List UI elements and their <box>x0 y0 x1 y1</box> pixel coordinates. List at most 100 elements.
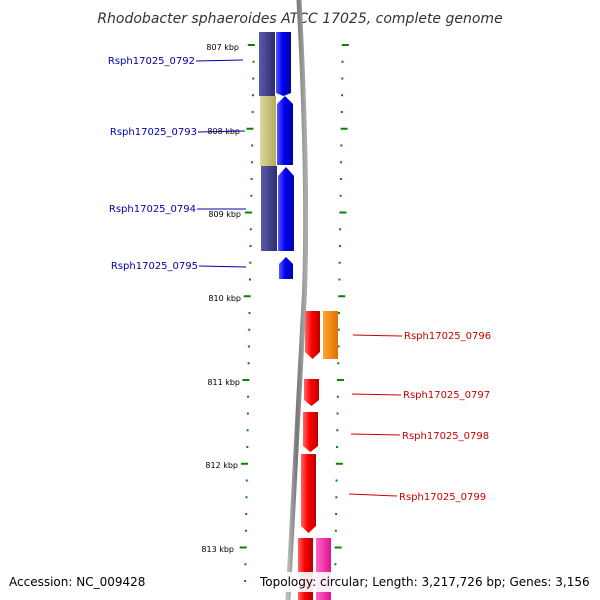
gene-label-0798[interactable]: Rsph17025_0798 <box>350 431 489 442</box>
svg-text:Rsph17025_0797: Rsph17025_0797 <box>403 390 490 401</box>
scale-tick-major <box>338 295 346 298</box>
cog-bar-khaki <box>260 96 276 166</box>
scale-tick-minor <box>251 144 254 147</box>
gene-label-0799[interactable]: Rsph17025_0799 <box>348 492 486 503</box>
scale-tick-minor <box>245 479 248 482</box>
scale-tick-minor <box>338 261 341 264</box>
scale-tick-major <box>247 44 255 46</box>
scale-tick-minor <box>244 529 247 532</box>
scale-tick-minor <box>336 446 339 448</box>
scale-tick-major <box>242 379 250 381</box>
scale-tick-minor <box>340 144 343 147</box>
scale-tick-minor <box>336 429 339 432</box>
scale-tick-minor <box>338 278 341 281</box>
scale-tick-minor <box>249 261 252 264</box>
scale-tick-major <box>337 379 345 381</box>
svg-text:Rsph17025_0793: Rsph17025_0793 <box>110 127 197 138</box>
kbp-label-809: 809 kbp <box>208 210 241 219</box>
svg-text:Rsph17025_0792: Rsph17025_0792 <box>108 56 195 67</box>
scale-tick-minor <box>337 328 340 331</box>
scale-tick-minor <box>252 60 255 63</box>
scale-tick-minor <box>341 77 344 80</box>
scale-tick-minor <box>247 362 250 365</box>
gene-label-0792[interactable]: Rsph17025_0792 <box>108 56 244 67</box>
scale-tick-minor <box>341 60 344 63</box>
scale-tick-major <box>245 211 253 214</box>
scale-tick-minor <box>244 580 247 582</box>
gene-label-0796[interactable]: Rsph17025_0796 <box>352 331 491 342</box>
scale-tick-minor <box>248 328 251 331</box>
gene-label-0797[interactable]: Rsph17025_0797 <box>351 390 490 401</box>
scale-tick-minor <box>336 395 339 398</box>
scale-tick-major <box>246 127 254 130</box>
svg-text:Rsph17025_0795: Rsph17025_0795 <box>111 261 198 272</box>
scale-tick-minor <box>335 496 338 499</box>
genome-backbone <box>285 0 309 600</box>
accession-text: Accession: NC_009428 <box>9 575 145 589</box>
scale-tick-minor <box>334 529 337 532</box>
kbp-label-813: 813 kbp <box>201 545 234 554</box>
scale-tick-minor <box>249 228 252 231</box>
kbp-label-811: 811 kbp <box>207 378 240 387</box>
scale-tick-minor <box>339 194 342 197</box>
scale-tick-minor <box>244 563 247 566</box>
scale-tick-minor <box>337 362 340 365</box>
scale-tick-minor <box>245 513 248 515</box>
kbp-label-812: 812 kbp <box>205 461 238 470</box>
scale-tick-minor <box>252 77 255 80</box>
scale-tick-minor <box>338 245 341 247</box>
scale-tick-minor <box>251 94 254 97</box>
cds-reverse-0798 <box>303 412 318 452</box>
cog-bar-navy-bottom <box>261 166 277 251</box>
scale-tick-minor <box>247 395 250 398</box>
scale-tick-minor <box>245 496 248 499</box>
scale-tick-minor <box>250 194 253 197</box>
scale-tick-minor <box>248 312 251 314</box>
scale-tick-minor <box>337 312 340 314</box>
scale-tick-minor <box>337 345 340 348</box>
scale-tick-major <box>334 546 342 549</box>
gene-label-0795[interactable]: Rsph17025_0795 <box>111 261 247 272</box>
cds-forward-0792 <box>276 32 291 96</box>
topology-text: Topology: circular; Length: 3,217,726 bp… <box>259 575 590 589</box>
scale-tick-minor <box>339 228 342 231</box>
cds-reverse-0796 <box>305 311 320 359</box>
cog-bar-orange <box>323 311 338 359</box>
kbp-label-810: 810 kbp <box>208 294 241 303</box>
scale-tick-major <box>340 127 348 130</box>
scale-tick-major <box>335 462 343 465</box>
scale-tick-minor <box>250 178 253 180</box>
cds-forward-0795 <box>279 257 293 279</box>
scale-tick-minor <box>249 245 252 247</box>
svg-text:Rsph17025_0794: Rsph17025_0794 <box>109 204 196 215</box>
scale-tick-minor <box>341 94 344 97</box>
scale-tick-minor <box>336 412 339 415</box>
scale-tick-minor <box>246 429 249 432</box>
scale-tick-minor <box>335 513 338 515</box>
scale-tick-minor <box>246 412 249 415</box>
svg-text:Rsph17025_0799: Rsph17025_0799 <box>399 492 486 503</box>
scale-tick-major <box>241 462 249 465</box>
kbp-label-807: 807 kbp <box>206 43 239 52</box>
scale-tick-minor <box>249 278 252 281</box>
scale-tick-minor <box>340 161 343 164</box>
scale-tick-minor <box>251 111 254 113</box>
scale-tick-minor <box>335 479 338 482</box>
cds-forward-0793 <box>277 96 293 165</box>
scale-ruler-left <box>239 44 255 582</box>
cds-reverse-0797 <box>304 379 319 406</box>
cds-forward-0794 <box>278 167 294 251</box>
scale-tick-minor <box>247 345 250 348</box>
scale-tick-minor <box>340 111 343 113</box>
cds-reverse-0799 <box>301 454 316 533</box>
scale-tick-major <box>243 295 251 298</box>
gene-label-0794[interactable]: Rsph17025_0794 <box>109 204 246 215</box>
scale-tick-minor <box>334 563 337 566</box>
gene-label-0793[interactable]: Rsph17025_0793 <box>110 127 246 138</box>
scale-tick-major <box>341 44 349 46</box>
svg-text:Rsph17025_0796: Rsph17025_0796 <box>404 331 491 342</box>
scale-tick-major <box>239 546 247 549</box>
scale-tick-major <box>339 211 347 214</box>
scale-tick-minor <box>339 178 342 180</box>
